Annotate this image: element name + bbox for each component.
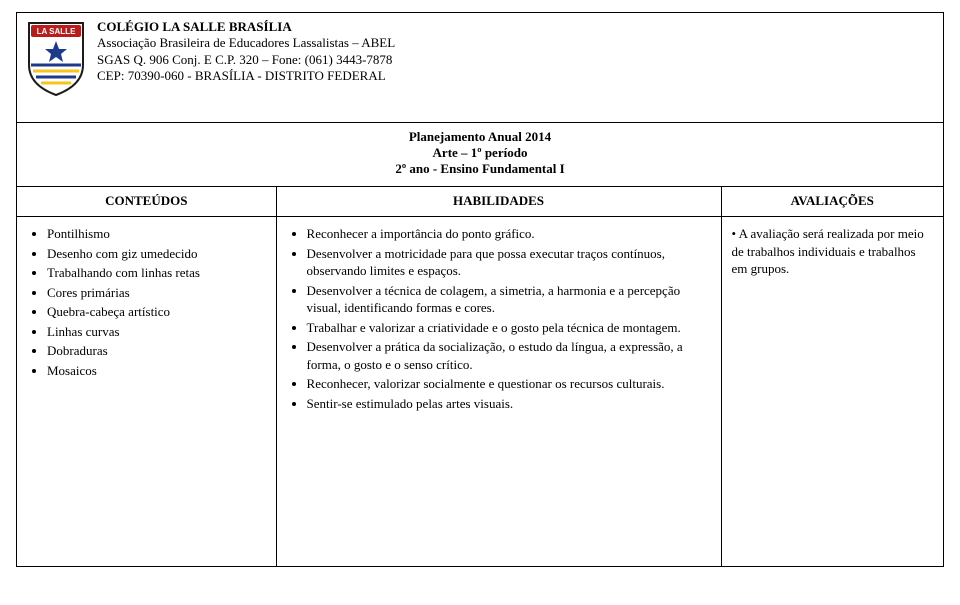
list-item: Linhas curvas xyxy=(47,323,268,341)
habilidades-cell: Reconhecer a importância do ponto gráfic… xyxy=(276,217,721,567)
title-cell: Planejamento Anual 2014 Arte – 1º períod… xyxy=(17,123,944,187)
svg-text:LA SALLE: LA SALLE xyxy=(37,27,76,36)
subject-title: Arte – 1º período xyxy=(25,145,935,161)
list-item: Trabalhando com linhas retas xyxy=(47,264,268,282)
document-page: LA SALLE COLÉGIO LA SALLE BRASÍLIA Assoc… xyxy=(0,0,960,567)
list-item: Desenvolver a prática da socialização, o… xyxy=(307,338,713,373)
conteudos-cell: Pontilhismo Desenho com giz umedecido Tr… xyxy=(17,217,277,567)
title-row: Planejamento Anual 2014 Arte – 1º períod… xyxy=(17,123,944,187)
col-header-habilidades: HABILIDADES xyxy=(276,187,721,217)
content-row: Pontilhismo Desenho com giz umedecido Tr… xyxy=(17,217,944,567)
list-item: Mosaicos xyxy=(47,362,268,380)
list-item: Reconhecer a importância do ponto gráfic… xyxy=(307,225,713,243)
list-item: Desenho com giz umedecido xyxy=(47,245,268,263)
shield-icon: LA SALLE xyxy=(25,19,87,97)
col-header-avaliacoes: AVALIAÇÕES xyxy=(721,187,944,217)
list-item: Desenvolver a motricidade para que possa… xyxy=(307,245,713,280)
grade-title: 2º ano - Ensino Fundamental I xyxy=(25,161,935,177)
list-item: Cores primárias xyxy=(47,284,268,302)
list-item: Trabalhar e valorizar a criatividade e o… xyxy=(307,319,713,337)
plan-title: Planejamento Anual 2014 xyxy=(25,129,935,145)
list-item: Quebra-cabeça artístico xyxy=(47,303,268,321)
school-logo: LA SALLE xyxy=(25,19,87,101)
list-item: Sentir-se estimulado pelas artes visuais… xyxy=(307,395,713,413)
list-item: Reconhecer, valorizar socialmente e ques… xyxy=(307,375,713,393)
col-header-conteudos: CONTEÚDOS xyxy=(17,187,277,217)
header-text-block: COLÉGIO LA SALLE BRASÍLIA Associação Bra… xyxy=(97,19,395,84)
header-row: LA SALLE COLÉGIO LA SALLE BRASÍLIA Assoc… xyxy=(17,13,944,123)
column-headers-row: CONTEÚDOS HABILIDADES AVALIAÇÕES xyxy=(17,187,944,217)
list-item: Desenvolver a técnica de colagem, a sime… xyxy=(307,282,713,317)
association-line: Associação Brasileira de Educadores Lass… xyxy=(97,35,395,51)
list-item: Pontilhismo xyxy=(47,225,268,243)
planning-table: LA SALLE COLÉGIO LA SALLE BRASÍLIA Assoc… xyxy=(16,12,944,567)
avaliacoes-cell: A avaliação será realizada por meio de t… xyxy=(721,217,944,567)
school-name: COLÉGIO LA SALLE BRASÍLIA xyxy=(97,19,395,35)
conteudos-list: Pontilhismo Desenho com giz umedecido Tr… xyxy=(25,225,268,379)
cep-line: CEP: 70390-060 - BRASÍLIA - DISTRITO FED… xyxy=(97,68,395,84)
habilidades-list: Reconhecer a importância do ponto gráfic… xyxy=(285,225,713,412)
list-item: Dobraduras xyxy=(47,342,268,360)
header-cell: LA SALLE COLÉGIO LA SALLE BRASÍLIA Assoc… xyxy=(17,13,944,123)
avaliacoes-text: A avaliação será realizada por meio de t… xyxy=(730,223,936,280)
address-line: SGAS Q. 906 Conj. E C.P. 320 – Fone: (06… xyxy=(97,52,395,68)
